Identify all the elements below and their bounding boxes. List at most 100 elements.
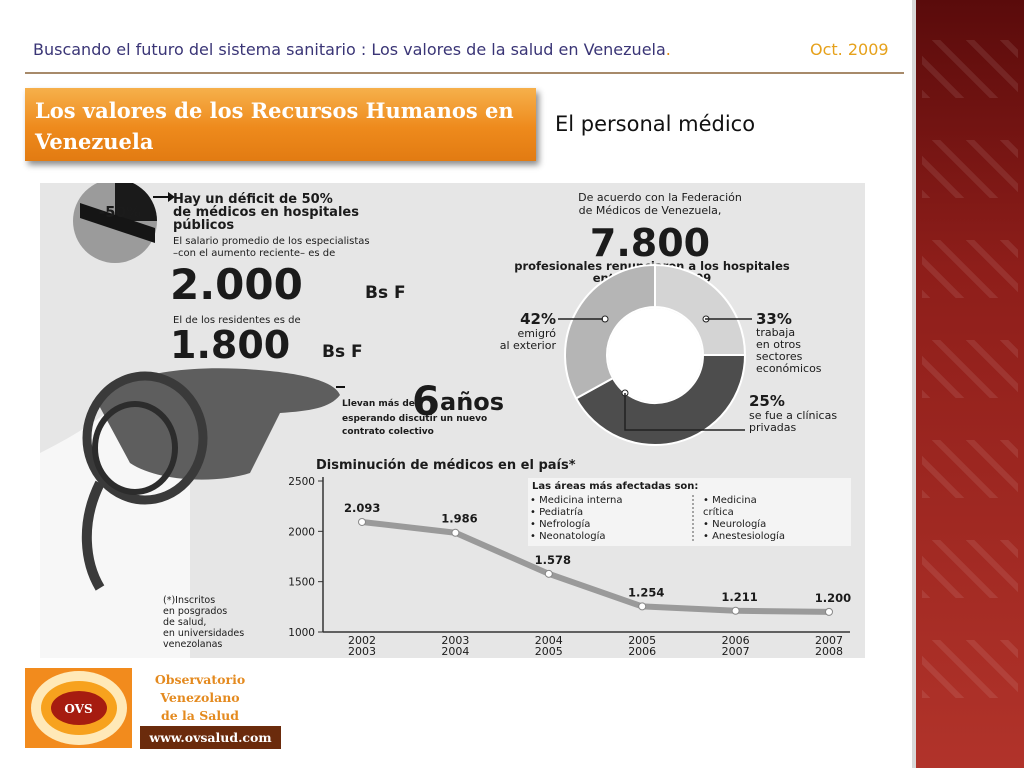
residents-label: El de los residentes es de (173, 315, 301, 326)
areas-col1-item-1: • Medicina interna (530, 495, 623, 506)
x-tick-label: 2005 (535, 645, 563, 658)
x-tick-label: 2007 (815, 634, 843, 647)
x-tick-label: 2003 (441, 634, 469, 647)
donut-emigro-line-1: emigró (517, 327, 556, 340)
donut-otros-line-2: en otros (756, 338, 801, 351)
data-point (544, 569, 553, 578)
data-label: 1.254 (628, 585, 664, 599)
areas-title: Las áreas más afectadas son: (532, 480, 698, 492)
donut-otros-line-4: económicos (756, 362, 822, 375)
data-point (731, 606, 740, 615)
data-label: 1.986 (441, 512, 477, 526)
y-tick-label: 1000 (288, 627, 315, 639)
residents-amount: 1.800 (170, 323, 290, 367)
areas-col2-item-3: • Neurología (703, 518, 766, 530)
donut-chart (564, 263, 747, 446)
donut-clinicas-value: 25% (749, 392, 785, 410)
presentation-date: Oct. 2009 (810, 40, 889, 59)
donut-hole (608, 308, 702, 402)
y-tick-label: 2000 (288, 526, 315, 538)
years-line-1: esperando discutir un nuevo (342, 414, 487, 424)
x-tick-label: 2005 (628, 634, 656, 647)
section-title: Los valores de los Recursos Humanos en V… (35, 98, 514, 154)
data-label: 1.578 (535, 553, 571, 567)
x-tick-label: 2002 (348, 634, 376, 647)
y-tick-label: 1500 (288, 577, 315, 589)
data-point (638, 602, 647, 611)
presentation-title: Buscando el futuro del sistema sanitario… (33, 40, 671, 59)
title-dot: . (665, 40, 671, 59)
data-point (451, 528, 460, 537)
header-divider (25, 72, 904, 74)
donut-slice (564, 263, 656, 400)
salary-line-2: –con el aumento reciente– es de (173, 248, 335, 259)
x-tick-label: 2004 (535, 634, 563, 647)
x-tick-label: 2006 (722, 634, 750, 647)
donut-slice (574, 354, 747, 446)
areas-col2-item-1: • Medicina (703, 495, 757, 506)
years-lead: Llevan más de (342, 399, 415, 409)
data-label: 1.200 (815, 591, 851, 605)
federation-line-2: de Médicos de Venezuela, (579, 204, 722, 217)
observatory-url[interactable]: www.ovsalud.com (140, 726, 281, 749)
decorative-side-band (912, 0, 1024, 768)
big-number: 7.800 (590, 221, 710, 265)
observatory-name-line-2: Venezolano (160, 690, 240, 705)
infographic: -50% Hay un déficit de 50% de médicos en… (40, 183, 865, 658)
donut-otros-value: 33% (756, 310, 792, 328)
doctor-hand-shape (95, 368, 340, 480)
donut-otros-line-1: trabaja (756, 326, 795, 339)
areas-box (528, 478, 851, 546)
donut-otros-line-3: sectores (756, 350, 803, 363)
x-tick-label: 2006 (628, 645, 656, 658)
x-tick-label: 2004 (441, 645, 469, 658)
footnote-line-5: venezolanas (163, 639, 222, 650)
line-chart: 10001500200025002.093200220031.986200320… (288, 476, 851, 658)
salary-unit: Bs F (365, 283, 406, 303)
salary-amount: 2.000 (170, 260, 303, 309)
data-point (825, 607, 833, 616)
ovs-logo-text: OVS (64, 702, 93, 716)
deficit-line-1: Hay un déficit de 50% (173, 192, 333, 207)
deficit-line-3: públicos (173, 218, 234, 233)
donut-clinicas-line-2: privadas (749, 421, 797, 434)
ovs-logo: OVS (25, 668, 132, 748)
footnote-line-2: en posgrados (163, 606, 227, 617)
stethoscope-shape (82, 371, 208, 505)
slide-subtitle: El personal médico (555, 112, 756, 136)
areas-col1-item-3: • Nefrología (530, 518, 590, 530)
donut-slice (654, 263, 747, 356)
donut-emigro-line-2: al exterior (500, 339, 557, 352)
years-word: años (440, 388, 504, 416)
y-tick-label: 2500 (288, 476, 315, 488)
observatory-name: Observatorio Venezolano de la Salud (140, 671, 260, 725)
federation-line-1: De acuerdo con la Federación (578, 191, 742, 204)
donut-emigro-value: 42% (520, 310, 556, 328)
years-line-2: contrato colectivo (342, 427, 434, 437)
residents-unit: Bs F (322, 342, 363, 362)
footnote-line-1: (*)Inscritos (163, 595, 215, 606)
observatory-name-line-3: de la Salud (161, 708, 239, 723)
footnote-line-3: de salud, (163, 617, 206, 628)
x-tick-label: 2003 (348, 645, 376, 658)
data-point (358, 517, 366, 526)
deficit-line-2: de médicos en hospitales (173, 205, 359, 220)
data-label: 2.093 (344, 501, 380, 515)
x-tick-label: 2007 (722, 645, 750, 658)
observatory-name-line-1: Observatorio (154, 672, 246, 687)
series-line (361, 518, 830, 615)
x-tick-label: 2008 (815, 645, 843, 658)
section-title-box: Los valores de los Recursos Humanos en V… (25, 88, 536, 161)
areas-col2-item-2: crítica (703, 506, 734, 518)
areas-col1-item-2: • Pediatría (530, 506, 583, 518)
deficit-badge: -50% (99, 203, 141, 221)
areas-col1-item-4: • Neonatología (530, 530, 605, 542)
infographic-graphic: -50% Hay un déficit de 50% de médicos en… (40, 183, 851, 658)
donut-clinicas-line-1: se fue a clínicas (749, 409, 837, 422)
years-number: 6 (412, 379, 440, 425)
footnote-line-4: en universidades (163, 628, 244, 639)
areas-col2-item-4: • Anestesiología (703, 530, 785, 542)
salary-line-1: El salario promedio de los especialistas (173, 236, 370, 247)
chart-title: Disminución de médicos en el país* (316, 458, 576, 473)
data-label: 1.211 (721, 590, 757, 604)
